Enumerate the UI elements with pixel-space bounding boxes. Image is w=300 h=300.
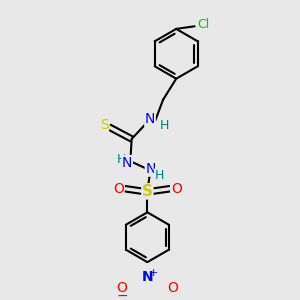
Text: +: +: [148, 268, 158, 278]
Text: S: S: [100, 118, 109, 131]
Text: −: −: [116, 288, 128, 300]
Text: O: O: [167, 281, 178, 295]
Text: O: O: [113, 182, 124, 196]
Text: N: N: [145, 162, 156, 176]
Text: N: N: [122, 155, 132, 170]
Text: N: N: [145, 112, 155, 126]
Text: N: N: [142, 270, 153, 284]
Text: O: O: [116, 281, 128, 295]
Text: O: O: [171, 182, 182, 196]
Text: S: S: [142, 184, 153, 199]
Text: H: H: [116, 153, 126, 167]
Text: Cl: Cl: [198, 19, 210, 32]
Text: H: H: [160, 119, 169, 132]
Text: H: H: [154, 169, 164, 182]
